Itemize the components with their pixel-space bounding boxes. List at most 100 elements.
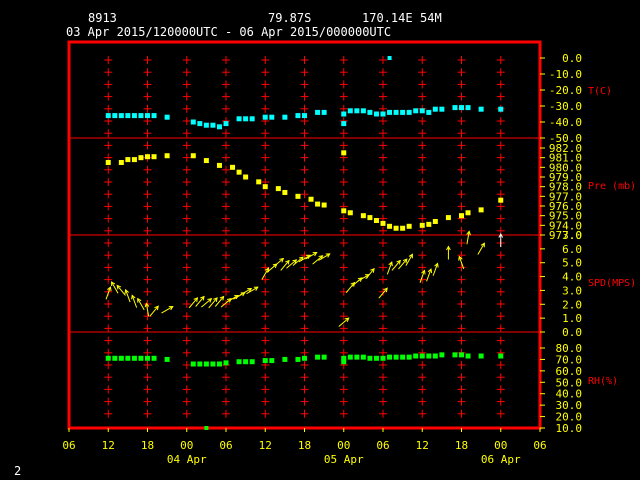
- pressure-point: [243, 174, 249, 180]
- y-tick-label: 978.0: [549, 181, 582, 194]
- humidity-point: [138, 355, 144, 361]
- wind-arrow: [419, 270, 425, 283]
- temperature-point: [203, 122, 209, 128]
- temperature-point: [498, 106, 504, 112]
- temperature-point: [249, 116, 255, 122]
- temperature-point: [439, 106, 445, 112]
- y-tick-label: -30.0: [549, 100, 582, 113]
- pressure-point: [203, 158, 209, 164]
- wind-arrowhead: [421, 269, 426, 275]
- wind-arrow: [426, 268, 432, 282]
- temperature-point: [145, 113, 150, 119]
- wind-arrow: [357, 274, 370, 282]
- pressure-point: [151, 154, 157, 160]
- temperature-point: [315, 109, 321, 115]
- temperature-point: [465, 105, 471, 111]
- wind-arrow: [195, 296, 205, 307]
- temperature-point: [125, 113, 131, 119]
- wind-arrow: [239, 288, 252, 296]
- humidity-point: [321, 354, 327, 360]
- temperature-point: [360, 108, 366, 114]
- humidity-point: [236, 359, 242, 365]
- wind-arrow: [137, 298, 145, 311]
- wind-arrow: [458, 256, 465, 269]
- y-tick-label: 982.0: [549, 142, 582, 155]
- pressure-point: [131, 157, 137, 163]
- pressure-point: [478, 207, 484, 213]
- temperature-point: [302, 113, 307, 119]
- wind-arrow: [201, 298, 212, 308]
- humidity-point: [295, 356, 301, 362]
- wind-arrowhead: [434, 262, 439, 268]
- temperature-point: [341, 111, 347, 117]
- pressure-point: [367, 215, 373, 221]
- pressure-point: [393, 225, 399, 231]
- humidity-point: [478, 353, 484, 359]
- wind-arrowhead: [427, 268, 433, 274]
- x-tick-label: 00: [180, 439, 193, 452]
- humidity-point: [426, 353, 432, 359]
- wind-arrowhead: [383, 287, 388, 293]
- humidity-point: [112, 355, 118, 361]
- temperature-point: [393, 109, 399, 115]
- temperature-point: [295, 113, 301, 119]
- y-tick-label: -10.0: [549, 68, 582, 81]
- pressure-point: [465, 210, 471, 216]
- y-tick-label: 5.0: [562, 257, 582, 270]
- temperature-point: [426, 109, 432, 115]
- pressure-point: [360, 213, 366, 219]
- plot-area: 0.0 -10.0 -20.0 -30.0 -40.0 -50.0 T(C) 982.0981…: [62, 40, 636, 466]
- wind-arrowhead: [154, 305, 159, 311]
- temperature-point: [269, 114, 275, 120]
- pressure-point: [380, 220, 386, 226]
- humidity-point: [131, 355, 137, 361]
- temperature-point: [118, 113, 124, 119]
- humidity-point: [439, 352, 445, 358]
- panel-label: SPD(MPS): [588, 278, 636, 289]
- humidity-point: [419, 353, 425, 359]
- humidity-point: [354, 354, 360, 360]
- y-tick-label: 6.0: [562, 243, 582, 256]
- humidity-point: [367, 355, 373, 361]
- page-number: 2: [14, 464, 21, 478]
- panel-label: T(C): [588, 86, 612, 97]
- humidity-point: [452, 352, 458, 358]
- humidity-point: [282, 356, 288, 362]
- pressure-point: [400, 225, 406, 231]
- temperature-point: [112, 113, 118, 119]
- x-tick-label: 18: [141, 439, 154, 452]
- y-tick-label: 50.0: [556, 376, 583, 389]
- wind-arrow: [405, 254, 413, 266]
- humidity-point: [262, 358, 268, 364]
- wind-arrow: [280, 260, 290, 271]
- wind-arrowhead: [168, 306, 174, 311]
- pressure-point: [275, 186, 281, 192]
- humidity-point: [125, 355, 131, 361]
- pressure-point: [341, 150, 347, 156]
- y-tick-label: 973.0: [549, 229, 582, 242]
- humidity-point: [387, 354, 393, 360]
- wind-arrow: [286, 259, 297, 269]
- pressure-point: [295, 193, 301, 199]
- wind-arrowhead: [498, 232, 504, 238]
- humidity-point: [413, 353, 419, 359]
- humidity-point: [145, 355, 150, 361]
- pressure-point: [308, 196, 314, 202]
- pressure-point: [321, 202, 327, 208]
- wind-arrow: [125, 289, 131, 303]
- temperature-point: [387, 109, 393, 115]
- wind-arrowhead: [226, 298, 232, 303]
- y-tick-label: -50.0: [549, 132, 582, 145]
- time-period: 03 Apr 2015/120000UTC - 06 Apr 2015/0000…: [66, 25, 391, 39]
- humidity-point: [459, 352, 464, 358]
- wind-arrow: [338, 317, 350, 327]
- temperature-point: [354, 108, 360, 114]
- pressure-point: [419, 222, 425, 228]
- y-tick-label: 60.0: [556, 365, 583, 378]
- y-tick-label: 30.0: [556, 399, 583, 412]
- humidity-point: [216, 361, 222, 367]
- pressure-point: [118, 160, 124, 165]
- wind-arrowhead: [325, 253, 331, 258]
- panel-label: Pre (mb): [588, 181, 636, 192]
- x-tick-label: 00: [494, 439, 507, 452]
